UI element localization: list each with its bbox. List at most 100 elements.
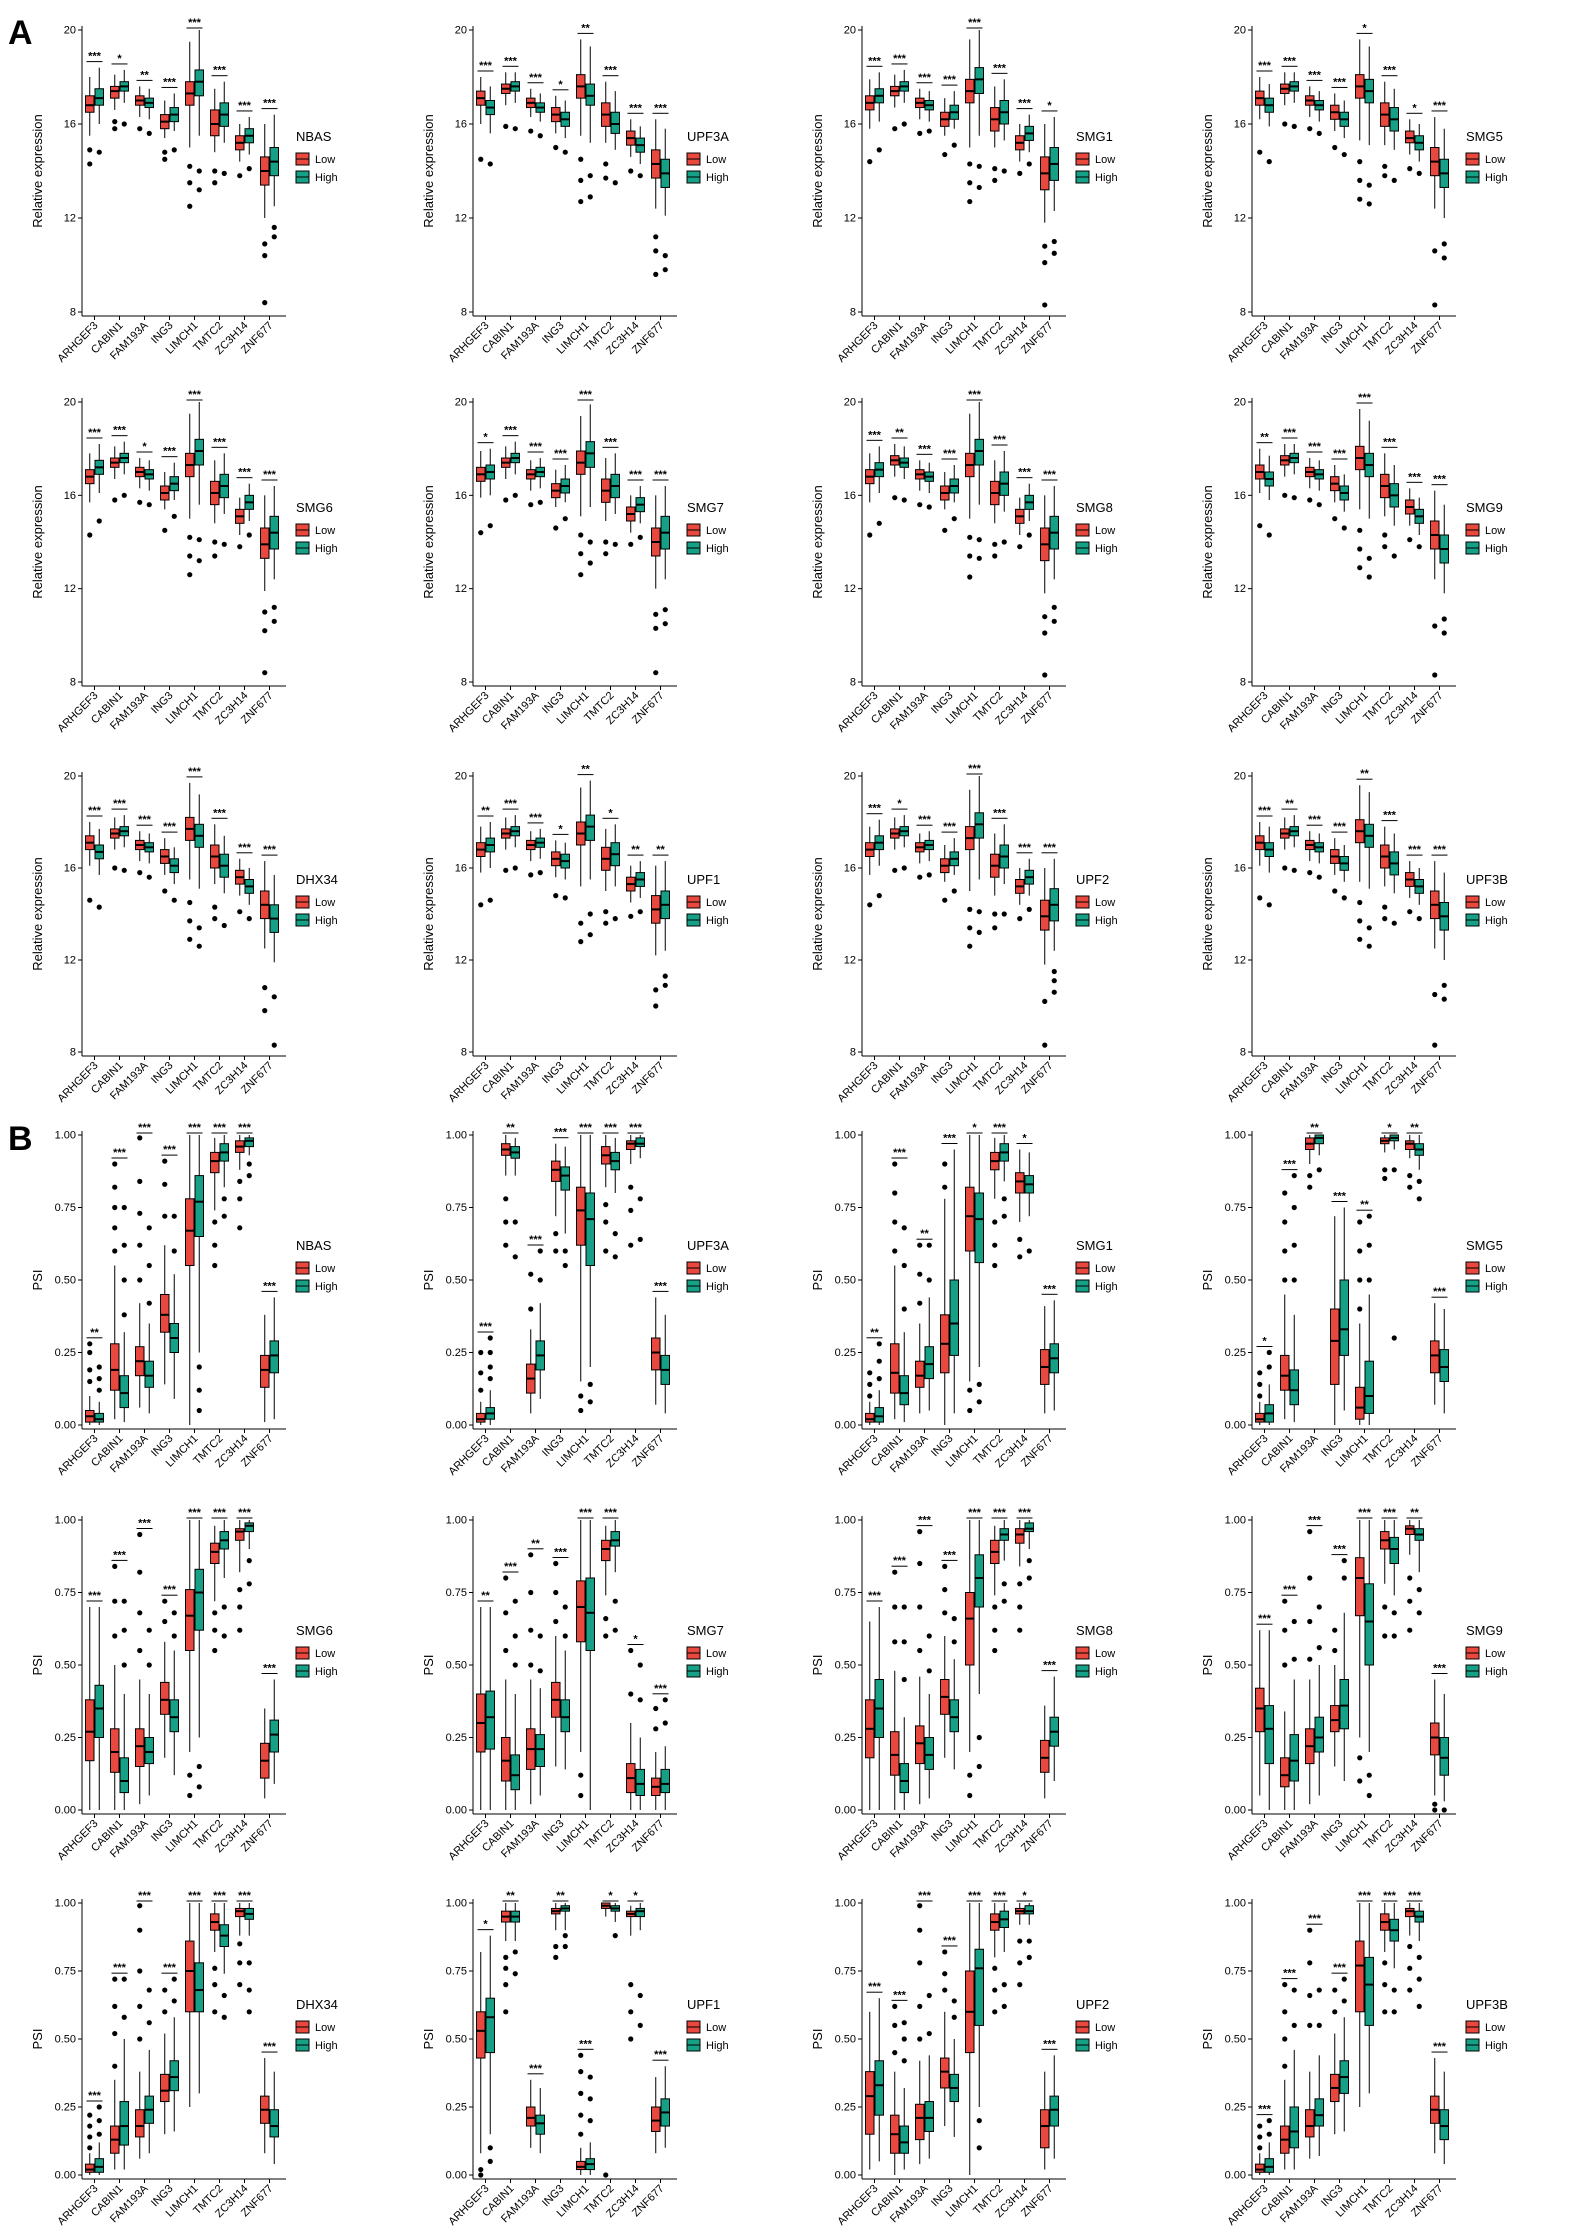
- y-tick-label: 0.75: [1225, 1966, 1246, 1978]
- box-high-cabin1: [510, 815, 520, 871]
- outlier-point: [187, 936, 193, 942]
- legend-label-high: High: [1095, 1666, 1118, 1678]
- outlier-point: [628, 1207, 634, 1213]
- y-tick-label: 16: [64, 490, 76, 502]
- box-iqr: [874, 1407, 884, 1423]
- box-low-limch1: [965, 1520, 975, 1799]
- outlier-point: [1391, 1610, 1397, 1616]
- legend-label-high: High: [1485, 915, 1508, 927]
- y-axis-title: PSI: [810, 1270, 825, 1291]
- outlier-point: [137, 2003, 143, 2009]
- outlier-point: [1432, 302, 1438, 308]
- outlier-point: [237, 1960, 243, 1966]
- significance-label: ***: [554, 448, 568, 460]
- box-iqr: [160, 1294, 170, 1333]
- outlier-point: [1282, 2009, 1288, 2015]
- outlier-point: [1282, 121, 1288, 127]
- outlier-point: [951, 516, 957, 522]
- significance-label: ***: [993, 1122, 1007, 1134]
- box-high-cabin1: [510, 441, 520, 498]
- box-iqr: [1024, 1522, 1034, 1533]
- box-iqr: [476, 1412, 486, 1423]
- outlier-point: [196, 943, 202, 949]
- box-iqr: [585, 1192, 595, 1266]
- box-high-zc3h14: [244, 1520, 254, 1587]
- box-low-cabin1: [501, 1135, 511, 1248]
- box-low-tmtc2: [990, 460, 1000, 559]
- significance-label: ***: [238, 1122, 252, 1134]
- outlier-point: [992, 1627, 998, 1633]
- outlier-point: [867, 1393, 873, 1399]
- significance-label: ***: [629, 102, 643, 114]
- outlier-point: [87, 147, 93, 153]
- significance-label: ***: [188, 1890, 202, 1902]
- box-high-fam193a: [535, 2087, 545, 2154]
- outlier-point: [528, 1589, 534, 1596]
- outlier-point: [271, 234, 277, 240]
- box-iqr: [940, 2057, 950, 2089]
- box-high-znf677: [269, 1297, 279, 1420]
- outlier-point: [121, 2014, 127, 2020]
- box-low-cabin1: [890, 74, 900, 132]
- outlier-point: [1307, 1656, 1313, 1662]
- box-low-arhgef3: [865, 1621, 875, 1810]
- outlier-point: [976, 1381, 982, 1387]
- significance-label: ***: [1333, 1191, 1347, 1203]
- y-tick-label: 0.75: [55, 1202, 76, 1214]
- significance-label: ***: [1308, 441, 1322, 453]
- outlier-point: [992, 2009, 998, 2015]
- significance-label: ***: [554, 1127, 568, 1139]
- box-high-limch1: [1364, 1520, 1374, 1799]
- outlier-point: [246, 2009, 252, 2015]
- box-high-cabin1: [119, 1598, 129, 1810]
- significance-label: *: [558, 79, 563, 91]
- outlier-point: [1366, 1277, 1372, 1283]
- outlier-point: [901, 1676, 907, 1683]
- outlier-point: [187, 572, 193, 578]
- significance-label: ***: [654, 1683, 668, 1695]
- outlier-point: [628, 1242, 634, 1248]
- box-low-arhgef3: [476, 826, 486, 908]
- legend-label-high: High: [706, 2040, 729, 2052]
- significance-label: ***: [943, 74, 957, 86]
- outlier-point: [87, 2112, 93, 2118]
- y-tick-label: 0.50: [1225, 2034, 1246, 2046]
- significance-label: ***: [918, 443, 932, 455]
- outlier-point: [562, 895, 568, 901]
- box-high-zc3h14: [244, 116, 254, 172]
- outlier-point: [212, 1610, 218, 1616]
- significance-label: ***: [1308, 814, 1322, 826]
- outlier-point: [892, 1161, 898, 1167]
- box-iqr: [194, 69, 204, 97]
- significance-label: ***: [113, 1147, 127, 1159]
- y-axis-title: Relative expression: [421, 114, 436, 227]
- outlier-point: [112, 2030, 118, 2037]
- outlier-point: [1441, 616, 1447, 622]
- significance-label: ***: [1333, 821, 1347, 833]
- significance-label: ***: [1283, 1968, 1297, 1980]
- box-low-cabin1: [501, 817, 511, 873]
- outlier-point: [1432, 1042, 1438, 1048]
- legend-label-high: High: [315, 2040, 338, 2052]
- outlier-point: [162, 1213, 168, 1219]
- outlier-point: [503, 1196, 509, 1202]
- box-high-limch1: [1364, 420, 1374, 580]
- box-low-tmtc2: [990, 833, 1000, 931]
- box-iqr: [576, 2160, 586, 2171]
- box-high-limch1: [585, 1135, 595, 1405]
- legend-label-high: High: [1095, 543, 1118, 555]
- outlier-point: [1441, 1807, 1447, 1813]
- outlier-point: [992, 1219, 998, 1225]
- outlier-point: [137, 1927, 143, 1933]
- outlier-point: [121, 1662, 127, 1668]
- box-low-arhgef3: [1255, 1630, 1265, 1796]
- box-low-arhgef3: [865, 453, 875, 538]
- outlier-point: [917, 2036, 923, 2042]
- box-high-limch1: [585, 780, 595, 938]
- box-high-znf677: [269, 486, 279, 624]
- box-low-znf677: [651, 1297, 661, 1405]
- outlier-point: [1366, 555, 1372, 561]
- box-high-fam193a: [535, 458, 545, 505]
- box-low-arhgef3: [85, 453, 95, 538]
- outlier-point: [917, 1647, 923, 1654]
